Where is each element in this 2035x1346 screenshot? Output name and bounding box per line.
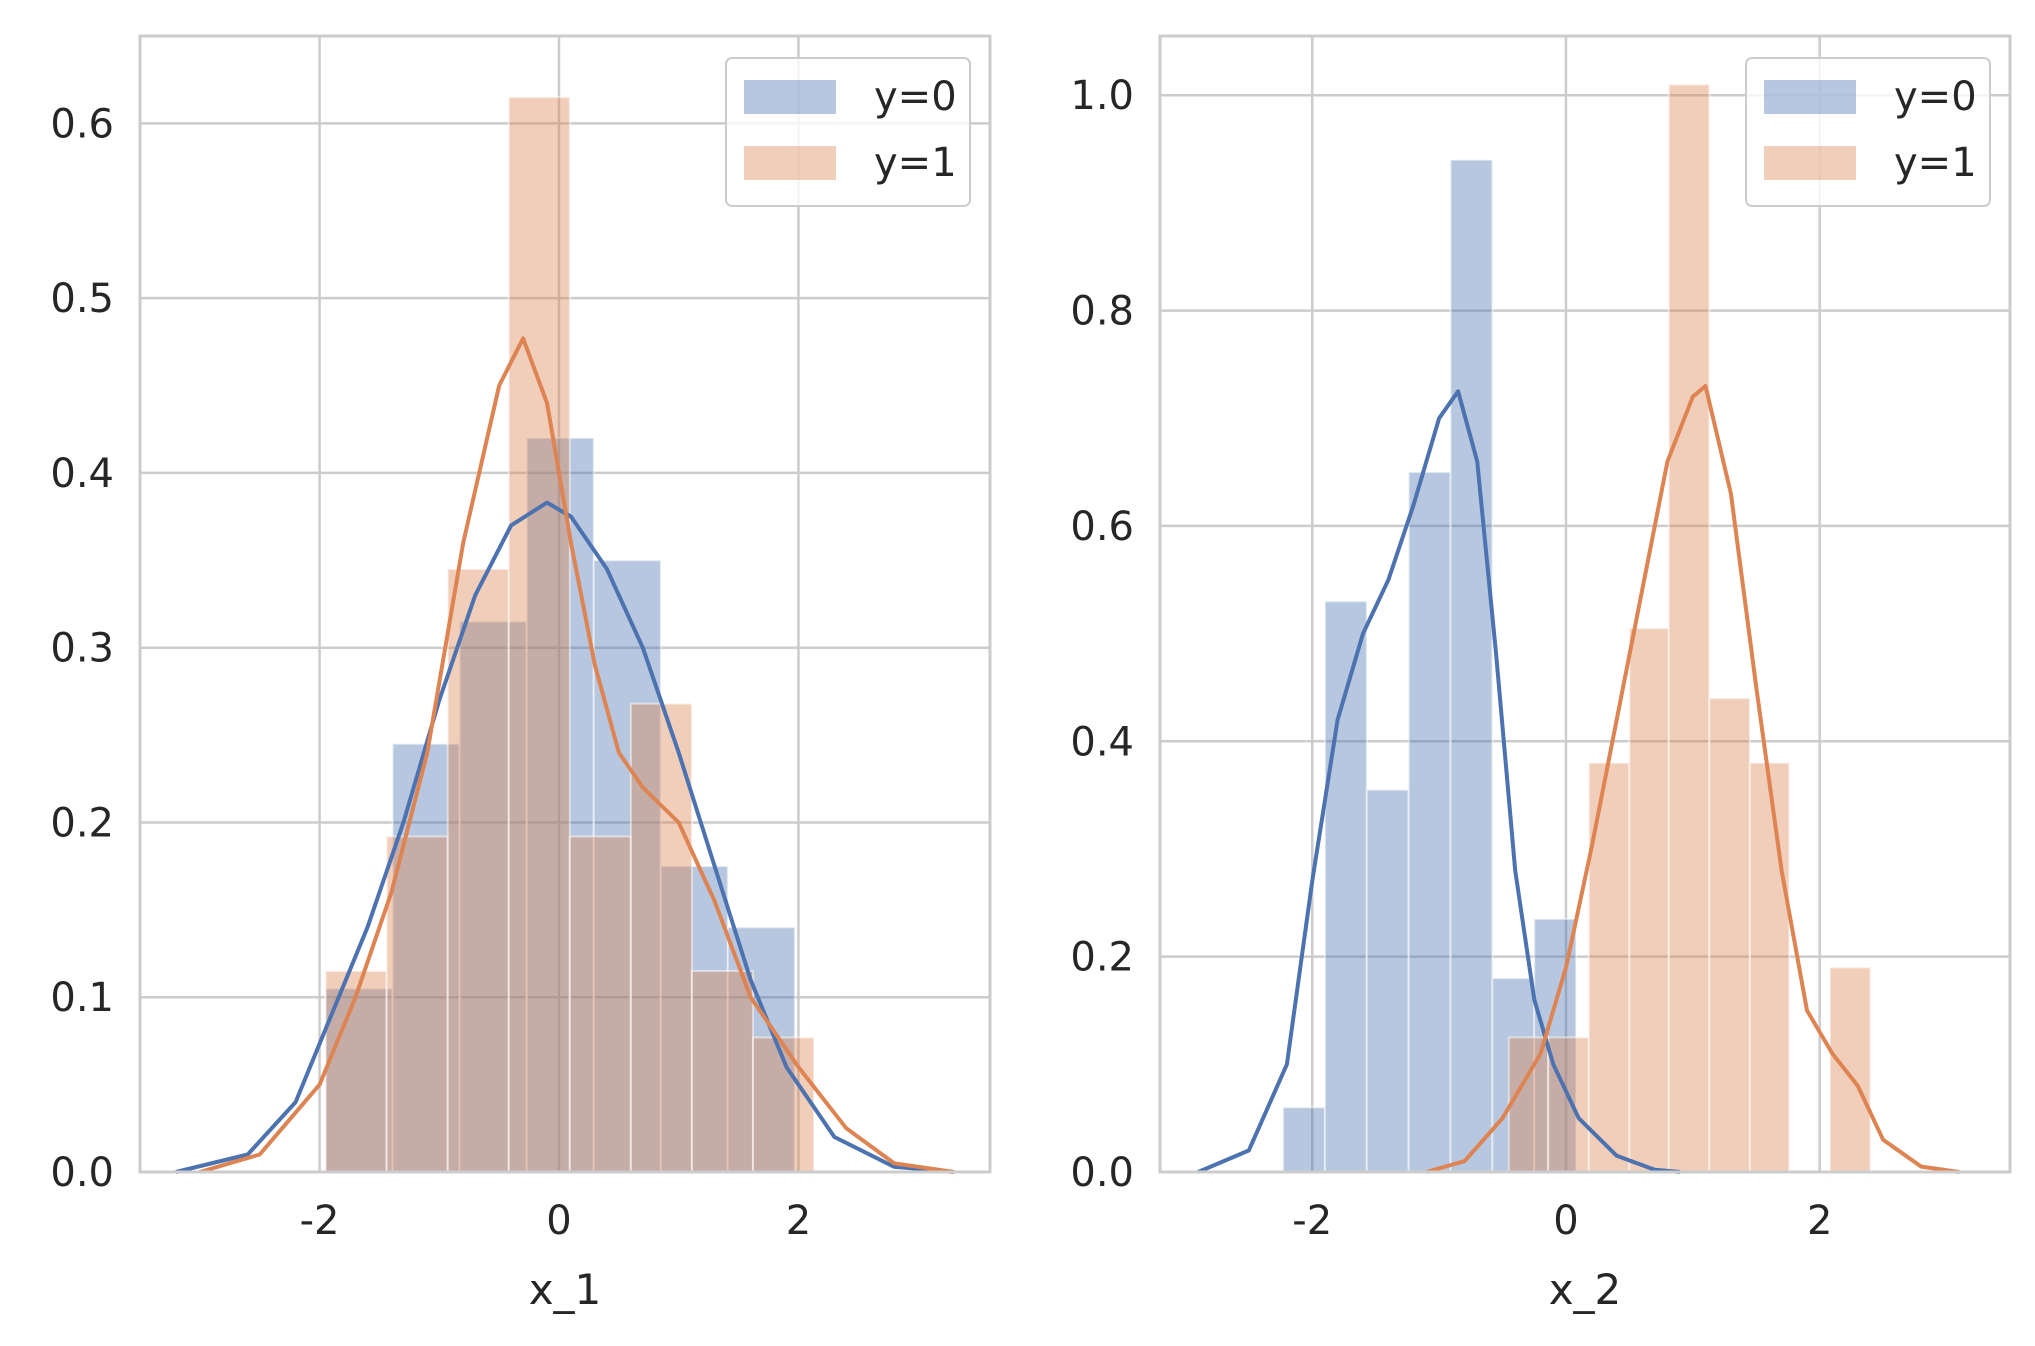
kde-line-y0: [175, 500, 955, 1174]
histogram-bar-y1: [568, 835, 632, 1173]
legend-label-y0: y=0: [874, 74, 957, 120]
y-tick-label: 0.4: [1070, 719, 1134, 765]
y-tick-label: 0.4: [50, 451, 114, 497]
y-tick-label: 0.5: [50, 276, 114, 322]
x-tick-label: 0: [546, 1198, 571, 1244]
histogram-bar-y0: [1282, 1106, 1326, 1173]
legend-label-y1: y=1: [874, 140, 957, 186]
axes-frame: [1158, 34, 2012, 1174]
histogram-bar-y1: [1507, 1036, 1550, 1173]
histogram-bar-y1: [324, 970, 388, 1173]
histogram-bar-y1: [629, 702, 693, 1173]
x-axis-label: x_2: [1549, 1265, 1622, 1314]
legend-box: [1745, 57, 1991, 207]
y-tick-label: 0.3: [50, 626, 114, 672]
histogram-bar-y0: [458, 620, 528, 1173]
legend: y=0y=1: [725, 57, 971, 207]
histogram-bar-y1: [1748, 761, 1791, 1173]
histogram-bar-y1: [1628, 627, 1670, 1173]
x-tick-label: 2: [1807, 1198, 1832, 1244]
legend-label-y0: y=0: [1894, 74, 1977, 120]
y-tick-label: 1.0: [1070, 73, 1134, 119]
histogram-bar-y1: [690, 970, 754, 1173]
legend-swatch-y1: [1764, 146, 1856, 180]
histogram-bar-y1: [1708, 697, 1751, 1173]
histogram-bar-y1: [385, 835, 449, 1173]
legend-swatch-y1: [744, 146, 836, 180]
histogram-bar-y1: [446, 568, 510, 1173]
x-tick-label: 0: [1553, 1198, 1578, 1244]
y-tick-label: 0.1: [50, 975, 114, 1021]
x-axis-label: x_1: [529, 1265, 602, 1314]
legend-label-y1: y=1: [1894, 140, 1977, 186]
histogram-bar-y1: [1547, 1036, 1590, 1173]
histogram-bar-y1: [1828, 966, 1872, 1173]
histogram-bar-y1: [507, 96, 571, 1174]
kde-line-y1: [199, 336, 955, 1174]
histogram-bar-y0: [1449, 158, 1494, 1173]
legend-box: [725, 57, 971, 207]
y-tick-label: 0.8: [1070, 289, 1134, 335]
y-tick-label: 0.2: [50, 800, 114, 846]
histogram-bar-y0: [1365, 788, 1410, 1173]
kde-line-y0: [1197, 389, 1681, 1174]
kde-line-y1: [1425, 384, 1960, 1174]
y-tick-label: 0.0: [1070, 1150, 1134, 1196]
histogram-bar-y0: [1407, 471, 1452, 1173]
y-tick-label: 0.6: [1070, 504, 1134, 550]
histogram-bar-y1: [1667, 83, 1711, 1174]
legend: y=0y=1: [1745, 57, 1991, 207]
x-tick-label: -2: [300, 1198, 340, 1244]
y-tick-label: 0.0: [50, 1150, 114, 1196]
y-tick-label: 0.2: [1070, 935, 1134, 981]
right-subplot: -2 0 20.00.20.40.60.81.0x_2y=0y=1: [1070, 34, 2012, 1314]
legend-swatch-y0: [744, 80, 836, 114]
plot-area: [1160, 36, 2010, 1172]
legend-swatch-y0: [1764, 80, 1856, 114]
y-tick-label: 0.6: [50, 101, 114, 147]
left-subplot: -2 0 20.00.10.20.30.40.50.6x_1y=0y=1: [50, 34, 992, 1314]
plot-area: [140, 36, 990, 1172]
x-tick-label: -2: [1292, 1198, 1332, 1244]
x-tick-label: 2: [786, 1198, 811, 1244]
axes-frame: [138, 34, 992, 1174]
